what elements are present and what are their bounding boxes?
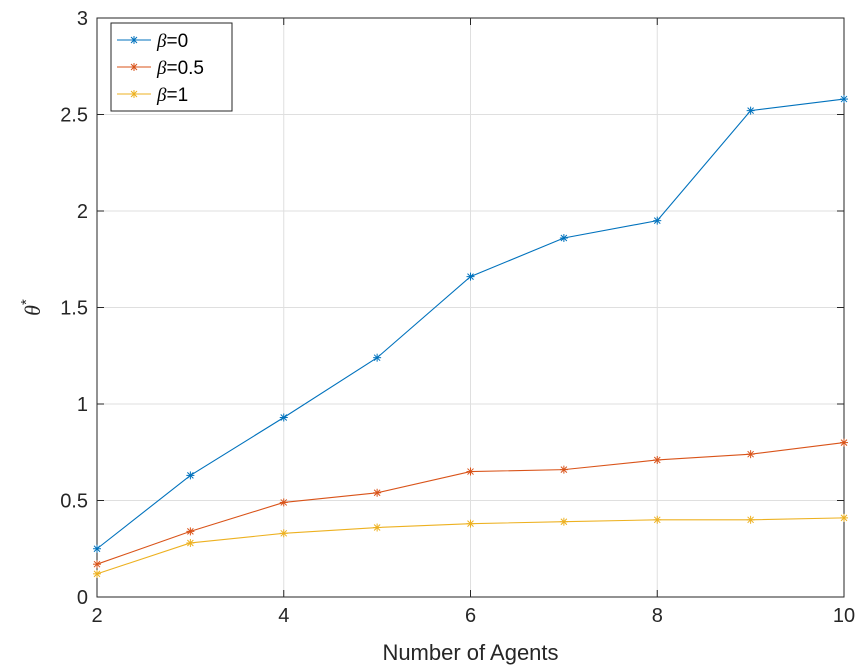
series-2 <box>93 513 848 578</box>
x-tick-label: 6 <box>465 605 476 627</box>
data-point <box>840 95 848 104</box>
data-point <box>373 488 382 497</box>
marker-stroke <box>840 95 848 103</box>
y-axis-superscript: * <box>18 299 35 305</box>
data-point <box>840 438 848 447</box>
marker-stroke <box>467 468 474 475</box>
legend-marker <box>130 63 138 71</box>
data-point <box>746 515 755 524</box>
marker-stroke <box>560 466 568 473</box>
data-point <box>93 569 101 578</box>
marker-stroke <box>467 273 474 280</box>
data-point <box>653 216 662 225</box>
y-tick-label: 1.5 <box>60 298 88 320</box>
marker-stroke <box>560 234 568 242</box>
data-point <box>653 515 662 524</box>
legend-value: =0 <box>166 31 188 52</box>
marker-stroke <box>467 520 474 528</box>
data-point <box>373 523 382 532</box>
legend-marker <box>130 36 138 44</box>
data-point <box>279 498 288 507</box>
y-tick-label: 0.5 <box>60 491 88 513</box>
legend-label: β=0 <box>156 31 188 52</box>
marker-stroke <box>747 107 754 114</box>
data-point <box>373 353 382 362</box>
x-tick-label: 8 <box>652 605 663 627</box>
marker-stroke <box>747 450 754 458</box>
marker-stroke <box>373 524 381 531</box>
x-tick-label: 4 <box>278 605 289 627</box>
marker-stroke <box>187 528 194 535</box>
x-axis-title: Number of Agents <box>382 640 558 665</box>
data-point <box>746 106 755 115</box>
marker-stroke <box>187 472 194 479</box>
y-tick-label: 3 <box>77 8 88 30</box>
legend-item: β=1 <box>117 85 188 106</box>
marker-stroke <box>840 514 848 522</box>
data-point <box>653 455 662 464</box>
marker-stroke <box>373 489 381 497</box>
data-point <box>746 450 755 459</box>
grid <box>96 17 845 598</box>
data-point <box>186 527 195 536</box>
data-point <box>840 513 848 522</box>
legend-label: β=0.5 <box>156 58 204 79</box>
data-point <box>466 272 475 281</box>
y-tick-label: 0 <box>77 587 88 609</box>
marker-stroke <box>280 529 288 537</box>
marker-stroke <box>653 217 661 225</box>
marker-stroke <box>280 499 288 506</box>
marker-stroke <box>130 36 138 44</box>
marker-stroke <box>653 516 661 524</box>
marker-stroke <box>840 439 848 446</box>
y-tick-label: 1 <box>77 394 88 416</box>
data-point <box>559 517 568 526</box>
y-tick-label: 2 <box>77 201 88 223</box>
legend-item: β=0.5 <box>117 58 204 79</box>
marker-stroke <box>280 414 288 421</box>
data-point <box>279 413 288 422</box>
marker-stroke <box>187 539 194 547</box>
marker-stroke <box>373 354 381 362</box>
marker-stroke <box>747 516 754 524</box>
legend-label: β=1 <box>156 85 188 106</box>
legend-symbol: β <box>156 58 167 79</box>
data-point <box>466 519 475 528</box>
legend-value: =1 <box>166 85 188 106</box>
data-point <box>93 544 101 553</box>
series-0 <box>93 95 848 553</box>
data-point <box>93 560 101 569</box>
data-point <box>186 471 195 480</box>
data-point <box>466 467 475 476</box>
legend-value: =0.5 <box>166 58 204 79</box>
data-point <box>279 529 288 538</box>
legend: β=0β=0.5β=1 <box>110 22 233 112</box>
x-tick-label: 2 <box>91 605 102 627</box>
marker-stroke <box>130 90 138 98</box>
y-axis-symbol: θ <box>20 305 45 316</box>
x-tick-label: 10 <box>833 605 855 627</box>
legend-marker <box>130 90 138 98</box>
marker-stroke <box>93 545 101 553</box>
marker-stroke <box>93 570 101 578</box>
marker-stroke <box>130 63 138 71</box>
legend-symbol: β <box>156 31 167 52</box>
axes: 2 4 6 8 10 0 0.5 1 1.5 2 2.5 3 Number of Agents θ* <box>18 8 855 665</box>
series-1 <box>93 438 848 569</box>
y-axis-title: θ* <box>18 299 45 316</box>
legend-item: β=0 <box>117 31 188 52</box>
y-tick-label: 2.5 <box>60 105 88 127</box>
series-layer <box>93 95 848 578</box>
marker-stroke <box>93 560 101 568</box>
marker-stroke <box>653 456 661 464</box>
data-point <box>559 465 568 474</box>
marker-stroke <box>560 518 568 526</box>
data-point <box>186 538 195 547</box>
data-point <box>559 234 568 243</box>
legend-symbol: β <box>156 85 167 106</box>
